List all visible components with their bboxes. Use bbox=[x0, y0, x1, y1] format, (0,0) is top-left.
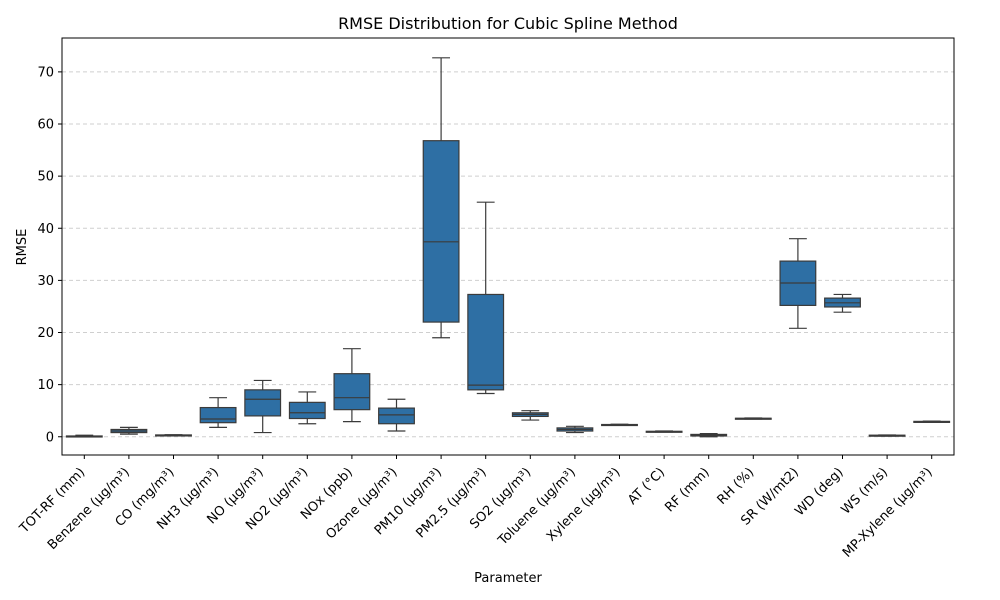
box-14 bbox=[645, 430, 683, 433]
x-axis-label: Parameter bbox=[474, 571, 542, 586]
box-11 bbox=[511, 410, 549, 421]
iqr-box bbox=[333, 373, 371, 411]
box-5 bbox=[244, 379, 282, 434]
x-tick-label: AT (°C) bbox=[625, 465, 668, 508]
y-tick-label: 50 bbox=[37, 170, 54, 185]
y-tick-label: 40 bbox=[37, 222, 54, 237]
iqr-box bbox=[288, 401, 326, 420]
x-tick-label: RF (mm) bbox=[662, 465, 712, 515]
x-tick-label: Benzene (µg/m³) bbox=[45, 465, 133, 553]
x-tick-label: WD (deg) bbox=[792, 465, 846, 519]
y-tick-label: 30 bbox=[37, 274, 54, 289]
box-8 bbox=[378, 398, 415, 432]
box-18 bbox=[824, 293, 861, 313]
chart-title: RMSE Distribution for Cubic Spline Metho… bbox=[338, 14, 678, 33]
y-tick-label: 60 bbox=[37, 118, 54, 133]
box-19 bbox=[868, 434, 906, 437]
box-7 bbox=[333, 348, 371, 423]
iqr-box bbox=[378, 407, 415, 425]
y-tick-label: 10 bbox=[37, 378, 54, 393]
box-1 bbox=[65, 434, 103, 438]
x-tick-label: Toluene (µg/m³) bbox=[495, 465, 579, 549]
x-axis-ticks: TOT-RF (mm)Benzene (µg/m³)CO (mg/m³)NH3 … bbox=[16, 455, 936, 561]
box-6 bbox=[288, 391, 326, 425]
grid-lines bbox=[62, 71, 954, 438]
y-axis-ticks: 0 10 20 30 40 50 60 70 bbox=[37, 65, 62, 445]
y-tick-label: 70 bbox=[37, 65, 54, 80]
box-20 bbox=[913, 420, 951, 423]
box-4 bbox=[199, 397, 237, 428]
box-16 bbox=[734, 417, 772, 420]
box-12 bbox=[556, 425, 594, 434]
plot-frame bbox=[61, 37, 955, 456]
y-axis-label: RMSE bbox=[15, 229, 30, 266]
box-3 bbox=[155, 434, 192, 437]
box-9 bbox=[422, 57, 460, 339]
box-plots bbox=[65, 57, 951, 438]
iqr-box bbox=[244, 389, 282, 417]
iqr-box bbox=[199, 406, 237, 424]
box-10 bbox=[467, 201, 505, 395]
box-17 bbox=[779, 238, 817, 329]
box-15 bbox=[690, 433, 728, 438]
y-tick-label: 0 bbox=[46, 430, 54, 445]
x-tick-label: MP-Xylene (µg/m³) bbox=[840, 465, 936, 561]
iqr-box bbox=[422, 140, 460, 323]
iqr-box bbox=[467, 293, 505, 391]
y-tick-label: 20 bbox=[37, 326, 54, 341]
x-tick-label: RH (%) bbox=[715, 465, 758, 508]
box-2 bbox=[110, 426, 148, 435]
box-13 bbox=[601, 423, 638, 427]
